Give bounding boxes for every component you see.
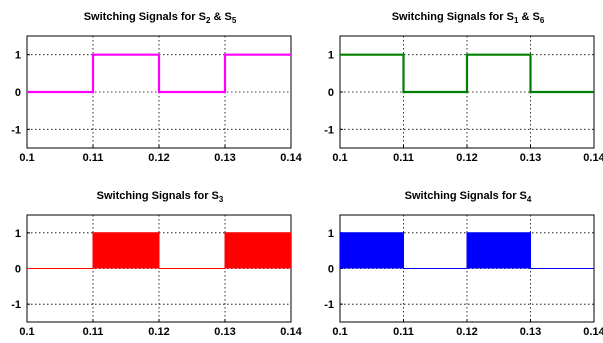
y-tick-label: 1 — [15, 50, 21, 62]
chart-panel-3: 0.1 0.11 0.12 0.13 0.14 1 0 -1 Switching Signals… — [11, 190, 302, 338]
x-tick-label: 0.1 — [332, 326, 347, 338]
y-tick-label: 0 — [15, 87, 21, 99]
chart-panel-1: 0.1 0.11 0.12 0.13 0.14 1 0 -1 Switching Signals… — [11, 11, 302, 164]
x-tick-label: 0.14 — [583, 152, 603, 164]
chart-panel-4: 0.1 0.11 0.12 0.13 0.14 1 0 -1 Switching Signals… — [324, 190, 603, 338]
x-tick-label: 0.13 — [520, 152, 541, 164]
x-tick-label: 0.12 — [456, 326, 477, 338]
chart-title: Switching Signals for S2 & S5 — [84, 11, 237, 25]
chart-panel-2: 0.1 0.11 0.12 0.13 0.14 1 0 -1 Switching Signals… — [324, 11, 603, 164]
y-tick-label: 1 — [328, 228, 334, 240]
x-tick-label: 0.12 — [456, 152, 477, 164]
x-tick-label: 0.11 — [83, 326, 104, 338]
pwm-pulse-block — [340, 232, 404, 269]
x-tick-label: 0.1 — [332, 152, 347, 164]
y-tick-label: 1 — [328, 50, 334, 62]
x-tick-label: 0.14 — [280, 326, 302, 338]
signal-line — [340, 232, 594, 269]
x-tick-label: 0.14 — [280, 152, 302, 164]
y-tick-label: 0 — [328, 264, 334, 276]
signal-line — [340, 53, 594, 94]
x-tick-label: 0.12 — [148, 326, 169, 338]
x-tick-label: 0.1 — [19, 326, 34, 338]
chart-title: Switching Signals for S1 & S6 — [392, 11, 545, 25]
y-tick-label: -1 — [11, 299, 21, 311]
y-tick-label: 0 — [328, 87, 334, 99]
x-tick-label: 0.14 — [583, 326, 603, 338]
x-tick-label: 0.11 — [393, 152, 414, 164]
y-tick-label: -1 — [11, 124, 21, 136]
x-tick-label: 0.13 — [214, 326, 235, 338]
x-tick-label: 0.12 — [148, 152, 169, 164]
x-tick-label: 0.11 — [393, 326, 414, 338]
pwm-pulse-block — [225, 232, 291, 269]
x-tick-label: 0.13 — [214, 152, 235, 164]
pwm-pulse-block — [93, 232, 159, 269]
pwm-pulse-block — [467, 232, 531, 269]
y-tick-label: -1 — [324, 299, 334, 311]
chart-title: Switching Signals for S3 — [97, 190, 224, 204]
y-tick-label: 1 — [15, 228, 21, 240]
x-tick-label: 0.11 — [83, 152, 104, 164]
chart-title: Switching Signals for S4 — [405, 190, 532, 204]
x-tick-label: 0.13 — [520, 326, 541, 338]
signal-line — [27, 232, 291, 269]
y-tick-label: -1 — [324, 124, 334, 136]
x-tick-label: 0.1 — [19, 152, 34, 164]
y-tick-label: 0 — [15, 264, 21, 276]
signal-line — [27, 53, 291, 94]
